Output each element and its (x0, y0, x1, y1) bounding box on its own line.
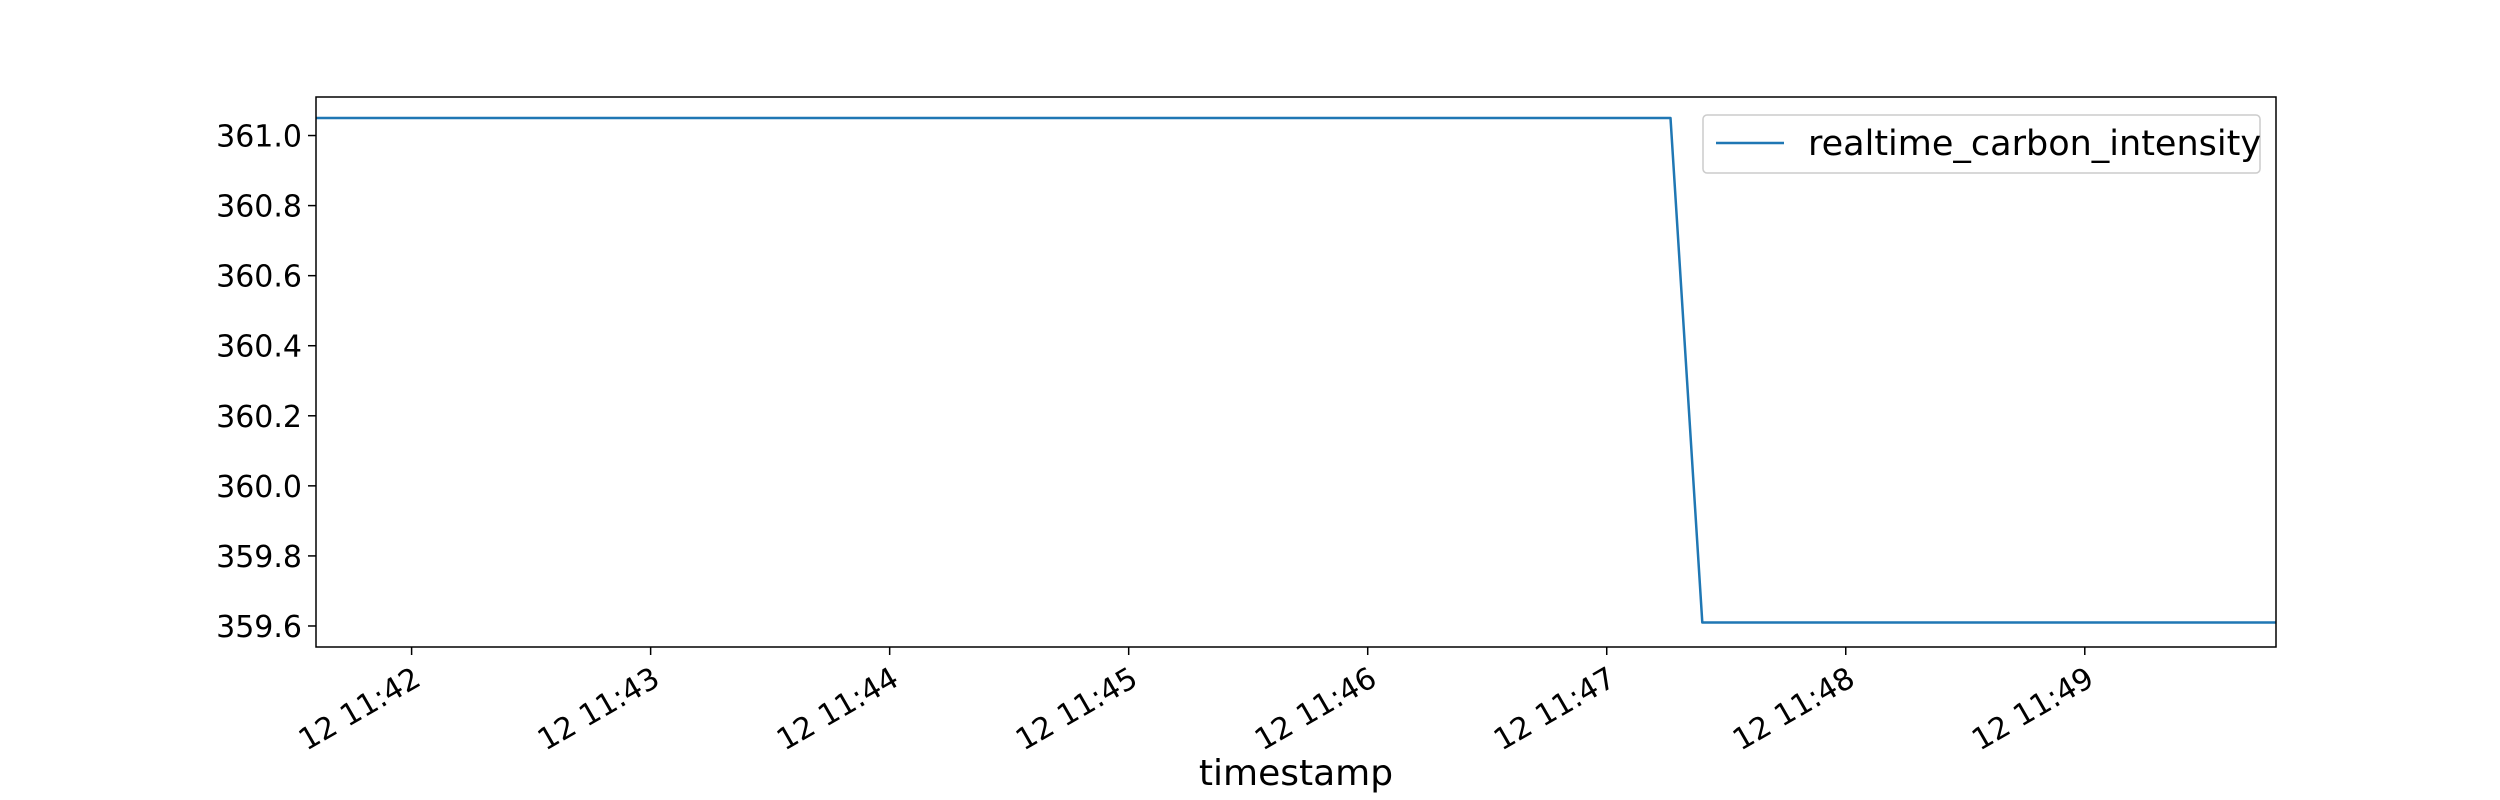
y-axis-ticks: 359.6 359.8 360.0 360.2 360.4 360.6 360.8 361.0 (216, 120, 316, 645)
legend: realtime_carbon_intensity (1702, 114, 2261, 174)
y-tick-label: 360.6 (216, 260, 302, 295)
series-line (316, 116, 2276, 624)
y-tick-label: 360.2 (216, 400, 302, 435)
x-axis-label: timestamp (1199, 753, 1393, 794)
y-tick-label: 360.0 (216, 470, 302, 505)
y-tick-label: 360.8 (216, 190, 302, 225)
y-tick-label: 361.0 (216, 120, 302, 155)
series-layer (316, 116, 2276, 624)
y-tick-label: 359.8 (216, 540, 302, 575)
legend-box (1702, 114, 2261, 174)
y-tick-label: 359.6 (216, 610, 302, 645)
legend-entry-label: realtime_carbon_intensity (1808, 124, 2261, 164)
y-tick-label: 360.4 (216, 330, 302, 365)
plot-frame (315, 96, 2277, 648)
